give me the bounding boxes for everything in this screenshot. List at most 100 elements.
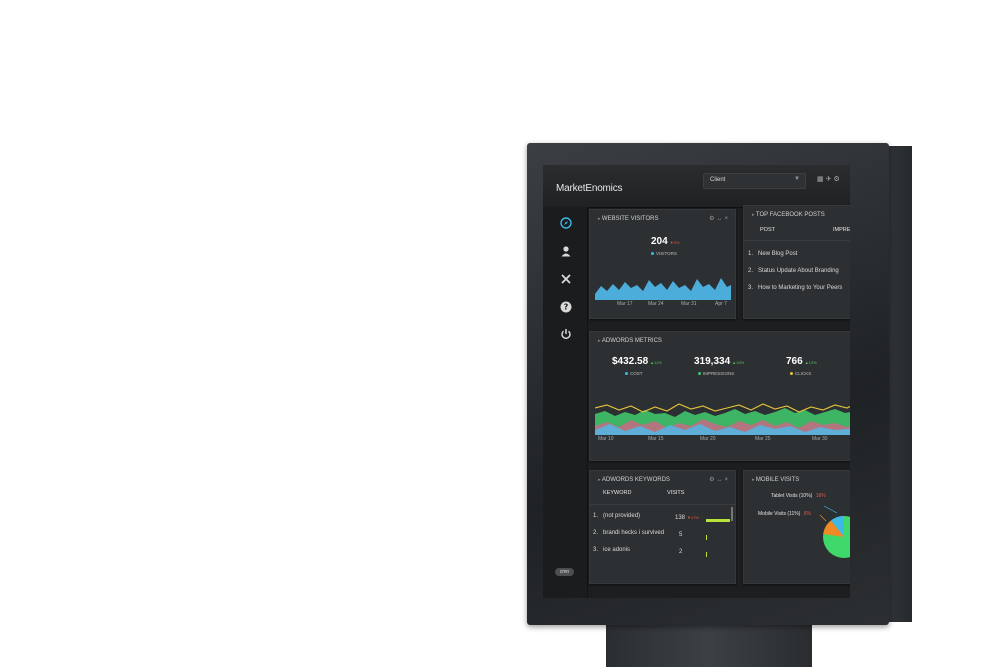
table-row[interactable]: 1. (not provided): [593, 513, 640, 519]
svg-text:?: ?: [564, 303, 569, 312]
keyword-visits-bar: [706, 535, 707, 540]
clicks-value: 766 ▲13%: [786, 356, 817, 367]
keyword-number: 3.: [593, 547, 599, 553]
mobile-pie-chart: [819, 505, 850, 558]
scrollbar[interactable]: [731, 507, 733, 521]
website-visitors-title: WEBSITE VISITORS: [598, 216, 659, 222]
grid-icon[interactable]: ▦: [817, 176, 826, 183]
adwords-date-label: Mar 10: [598, 436, 614, 442]
visitors-date-label: Apr 7: [715, 301, 727, 307]
cmn-badge[interactable]: cmn: [555, 568, 574, 576]
panel-tools: ⚙↔×: [709, 476, 730, 483]
sidebar: ? cmn: [543, 207, 588, 598]
keyword-number: 1.: [593, 513, 599, 519]
keyword-text: ice adonis: [603, 547, 631, 553]
mobile-visits-text: Mobile Visits (11%): [758, 511, 801, 517]
visitors-delta: ▼3%: [669, 240, 680, 245]
col-post: POST: [760, 227, 775, 233]
adwords-metrics-panel: ADWORDS METRICS $432.58▲11% COST 319,334…: [589, 331, 850, 461]
tablet-slice: [831, 516, 844, 537]
facebook-posts-panel: TOP FACEBOOK POSTS POST IMPRE 1. New Blo…: [743, 205, 850, 319]
keyword-number: 2.: [593, 530, 599, 536]
app-header: MarketEnomics Client ▼ ▦✈⚙: [543, 165, 850, 208]
adwords-metrics-title: ADWORDS METRICS: [598, 338, 662, 344]
impressions-amount: 319,334: [694, 356, 731, 367]
tablet-visits-delta: 16%: [815, 493, 826, 499]
adwords-keywords-panel: ADWORDS KEYWORDS ⚙↔× KEYWORD VISITS 1. (…: [589, 470, 736, 584]
table-row[interactable]: 3. ice adonis: [593, 547, 630, 553]
legend-dot: [698, 372, 701, 376]
expand-icon[interactable]: ↔: [716, 477, 725, 483]
keyword-visits-bar: [706, 519, 730, 522]
row-separator: [590, 504, 735, 505]
cost-label: COST: [625, 371, 643, 376]
list-item[interactable]: 1. New Blog Post: [748, 251, 797, 257]
cost-value: $432.58 ▲11%: [612, 356, 662, 367]
legend-dot: [651, 252, 654, 256]
help-icon[interactable]: ?: [560, 301, 572, 313]
client-select[interactable]: Client ▼: [703, 173, 806, 189]
power-icon[interactable]: [560, 328, 572, 340]
post-title: New Blog Post: [758, 251, 798, 257]
impressions-delta: ▲15%: [732, 360, 745, 365]
close-icon[interactable]: ×: [724, 477, 730, 483]
app-logo-text: MarketEnomics: [556, 183, 623, 194]
clicks-line: [595, 403, 850, 413]
adwords-date-label: Mar 25: [755, 436, 771, 442]
clicks-delta: ▲13%: [804, 360, 817, 365]
post-number: 1.: [748, 251, 754, 257]
row-separator: [744, 240, 850, 241]
keyword-text: brandi hecks i survived: [603, 530, 665, 536]
visitors-count: 204: [651, 236, 668, 247]
settings-icon[interactable]: ⚙: [709, 477, 717, 483]
keyword-visits-bar: [706, 552, 707, 557]
mobile-leader-line: [819, 514, 827, 522]
expand-icon[interactable]: ↔: [716, 216, 725, 222]
visitors-date-label: Mar 31: [681, 301, 697, 307]
keyword-visits-cell: 138 ▼17%: [675, 515, 699, 521]
visitors-area: [595, 278, 731, 300]
kiosk-screen: MarketEnomics Client ▼ ▦✈⚙ ? cmn WEBSITE…: [543, 165, 850, 598]
compass-icon[interactable]: [560, 217, 572, 229]
keyword-visits: 138: [675, 515, 686, 521]
keyword-visits: 5: [679, 532, 683, 538]
app-logo[interactable]: MarketEnomics: [556, 183, 623, 194]
post-number: 3.: [748, 285, 754, 291]
plane-icon[interactable]: ✈: [825, 176, 834, 183]
keyword-text: (not provided): [603, 513, 641, 519]
list-item[interactable]: 3. How to Marketing to Your Peers: [748, 285, 842, 291]
col-keyword: KEYWORD: [603, 490, 632, 496]
post-title: How to Marketing to Your Peers: [758, 285, 843, 291]
gear-icon[interactable]: ⚙: [833, 176, 842, 183]
mobile-slice: [823, 520, 844, 537]
cost-amount: $432.58: [612, 356, 649, 367]
clicks-label: CLICKS: [790, 371, 811, 376]
panel-tools: ⚙↔×: [709, 215, 730, 222]
post-number: 2.: [748, 268, 754, 274]
clicks-label-text: CLICKS: [795, 371, 812, 376]
facebook-posts-title: TOP FACEBOOK POSTS: [752, 212, 825, 218]
visitors-label: VISITORS: [651, 251, 677, 256]
cost-delta: ▲11%: [650, 360, 662, 365]
tablet-leader-line: [823, 505, 838, 514]
tablet-visits-label: Tablet Visits (10%) 16%: [771, 493, 826, 499]
table-row[interactable]: 2. brandi hecks i survived: [593, 530, 664, 536]
list-item[interactable]: 2. Status Update About Branding: [748, 268, 839, 274]
visitors-date-label: Mar 17: [617, 301, 633, 307]
keyword-visits-cell: 2: [679, 549, 682, 555]
visitors-area-chart: [595, 278, 731, 300]
impressions-label-text: IMPRESSIONS: [703, 371, 735, 376]
header-icons: ▦✈⚙: [817, 175, 842, 183]
impressions-label: IMPRESSIONS: [698, 371, 734, 376]
user-icon[interactable]: [560, 245, 572, 257]
tools-icon[interactable]: [560, 273, 572, 285]
impressions-value: 319,334 ▲15%: [694, 356, 744, 367]
visitors-label-text: VISITORS: [656, 251, 677, 256]
client-select-value: Client: [710, 177, 726, 183]
keyword-visits-cell: 5: [679, 532, 682, 538]
mobile-visits-delta: 6%: [803, 511, 811, 517]
legend-dot: [790, 372, 793, 376]
settings-icon[interactable]: ⚙: [709, 216, 717, 222]
visitors-value: 204 ▼3%: [651, 236, 679, 247]
close-icon[interactable]: ×: [724, 216, 730, 222]
